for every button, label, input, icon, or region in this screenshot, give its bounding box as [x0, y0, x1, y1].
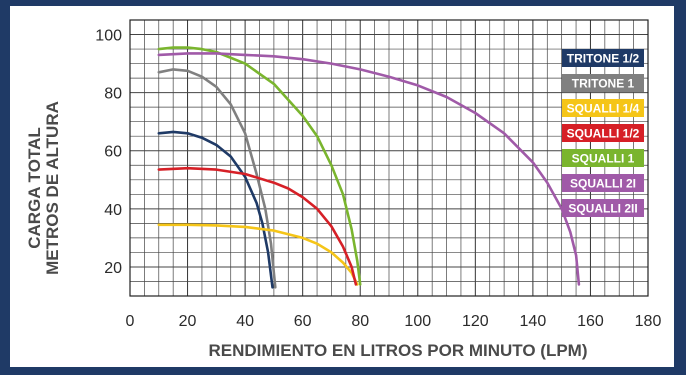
x-tick-label: 80	[351, 313, 369, 330]
series-line-squalli-1-2	[157, 166, 358, 286]
x-tick-label: 0	[126, 313, 135, 330]
chart-panel: 0 20 40 60 80 100 120 140 160 180 20 40 60 80 100 TRIT…	[10, 6, 674, 367]
x-tick-label: 160	[577, 313, 604, 330]
plot-border	[129, 19, 649, 297]
series-line-tritone-1-2	[157, 130, 274, 289]
x-axis-title: RENDIMIENTO EN LITROS POR MINUTO (LPM)	[208, 341, 587, 360]
legend-swatch-tritone-1-2	[562, 49, 644, 67]
legend-swatch-tritone-1	[562, 74, 644, 92]
legend-label-tritone-1-2: TRITONE 1/2	[567, 52, 640, 66]
pump-curve-chart: 0 20 40 60 80 100 120 140 160 180 20 40 60 80 100 TRIT…	[25, 19, 661, 360]
x-tick-label: 140	[520, 313, 547, 330]
y-tick-label: 100	[95, 28, 122, 45]
x-tick-label: 40	[236, 313, 254, 330]
legend-label-squalli-1-4: SQUALLI 1/4	[567, 102, 640, 116]
y-tick-label: 20	[104, 260, 122, 277]
grid	[129, 19, 649, 297]
x-tick-label: 180	[635, 313, 662, 330]
series-layer	[157, 46, 581, 289]
legend-label-squalli-1-2: SQUALLI 1/2	[567, 127, 640, 141]
series-line-squalli-1-4	[157, 223, 359, 286]
y-axis-title-line1: CARGA TOTAL	[25, 127, 44, 249]
x-tick-label: 20	[179, 313, 197, 330]
legend-swatch-squalli-1	[562, 149, 644, 167]
legend-swatch-squalli-1-2	[562, 124, 644, 142]
series-line-squalli-1	[157, 46, 362, 286]
y-axis-title-line2: METROS DE ALTURA	[43, 101, 62, 275]
x-tick-label: 100	[404, 313, 431, 330]
legend-swatch-squalli-2i	[562, 174, 644, 192]
x-tick-label: 60	[294, 313, 312, 330]
series-line-squalli-2i	[157, 52, 581, 286]
legend-label-squalli-2i: SQUALLI 2I	[570, 177, 636, 191]
legend: TRITONE 1/2 TRITONE 1 SQUALLI 1/4 SQUALLI 1…	[562, 49, 644, 217]
legend-label-tritone-1: TRITONE 1	[572, 77, 635, 91]
axis-layer: 0 20 40 60 80 100 120 140 160 180 20 40 60 80 100	[95, 28, 661, 330]
legend-swatch-squalli-1-4	[562, 99, 644, 117]
legend-label-squalli-1: SQUALLI 1	[572, 152, 635, 166]
legend-swatch-squalli-2ii	[562, 199, 644, 217]
legend-label-squalli-2ii: SQUALLI 2II	[568, 202, 637, 216]
y-tick-label: 60	[104, 144, 122, 161]
y-tick-label: 40	[104, 202, 122, 219]
x-tick-label: 120	[462, 313, 489, 330]
series-line-tritone-1	[157, 68, 277, 289]
y-tick-label: 80	[104, 86, 122, 103]
